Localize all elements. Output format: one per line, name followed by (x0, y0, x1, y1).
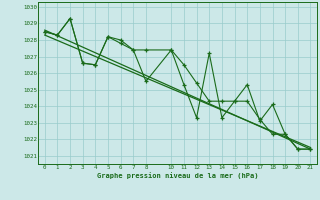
X-axis label: Graphe pression niveau de la mer (hPa): Graphe pression niveau de la mer (hPa) (97, 172, 258, 179)
